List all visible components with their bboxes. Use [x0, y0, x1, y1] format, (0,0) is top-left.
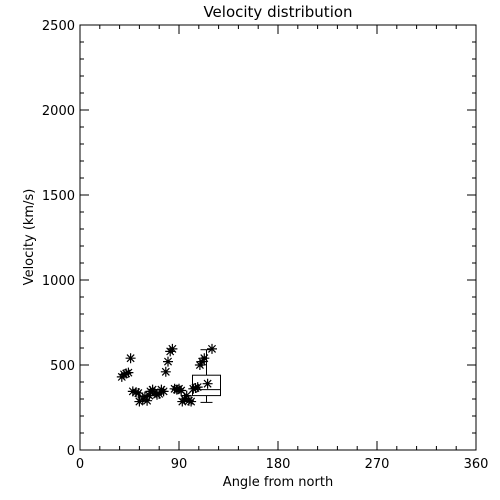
data-point: [121, 368, 132, 379]
data-point: [142, 395, 153, 406]
y-tick-label: 2500: [42, 19, 75, 34]
data-point: [197, 356, 208, 367]
data-point: [188, 383, 199, 394]
x-tick-label: 180: [266, 457, 291, 472]
x-tick-label: 0: [76, 457, 84, 472]
data-point: [183, 395, 194, 406]
data-point: [152, 389, 162, 400]
data-point: [123, 367, 134, 378]
y-axis-label: Velocity (km/s): [22, 189, 37, 286]
data-point: [133, 388, 144, 399]
y-tick-label: 500: [50, 359, 75, 374]
y-tick-label: 1500: [42, 189, 75, 204]
data-point: [167, 343, 178, 354]
data-point: [119, 369, 129, 380]
x-tick-label: 270: [365, 457, 390, 472]
data-points: [116, 343, 217, 407]
data-point: [199, 353, 210, 364]
data-point: [125, 353, 136, 364]
data-point: [186, 396, 197, 407]
data-point: [154, 388, 165, 399]
y-tick-label: 0: [67, 444, 75, 459]
data-point: [131, 387, 142, 398]
x-tick-label: 360: [464, 457, 489, 472]
chart-title: Velocity distribution: [203, 3, 352, 21]
data-point: [160, 366, 171, 377]
data-point: [194, 360, 205, 370]
data-point: [176, 385, 187, 396]
data-point: [202, 378, 213, 389]
data-point: [192, 382, 203, 393]
data-point: [181, 390, 192, 401]
data-point: [144, 390, 155, 401]
data-point: [190, 382, 201, 393]
boxplot: [192, 349, 221, 403]
axis-ticks: 0 90 180 270 360 0 500 1000 1500 2000 2500: [42, 19, 489, 472]
x-tick-label: 90: [171, 457, 188, 472]
data-point: [179, 394, 190, 404]
x-axis-label: Angle from north: [223, 475, 333, 490]
data-point: [139, 391, 150, 402]
plot-frame: [79, 24, 477, 451]
data-point: [158, 386, 169, 397]
data-point: [171, 384, 182, 395]
y-tick-label: 1000: [42, 274, 75, 289]
data-point: [207, 343, 217, 354]
data-point: [163, 356, 173, 367]
box-iqr: [192, 374, 221, 397]
data-point: [127, 386, 138, 397]
y-tick-label: 2000: [42, 104, 75, 119]
